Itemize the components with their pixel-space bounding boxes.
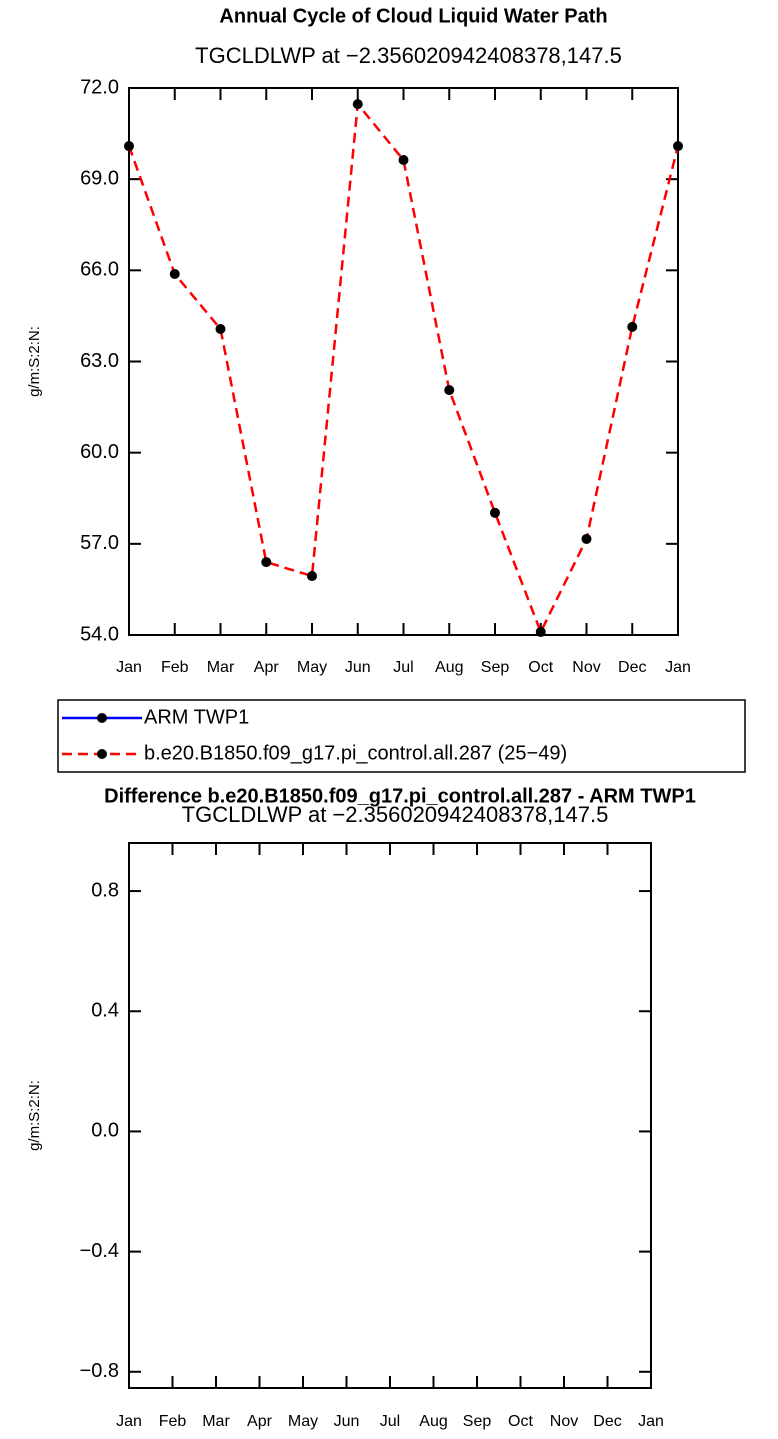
point-marker [352,99,363,110]
y-tick-label: −0.8 [80,1360,119,1382]
y-tick-label: 0.4 [91,1000,119,1022]
x-tick-label: Dec [618,659,646,676]
y-tick-label: 60.0 [80,441,119,463]
x-tick-label: Sep [481,659,510,676]
x-tick-label: Sep [463,1413,492,1430]
x-tick-label: Aug [435,659,463,676]
legend-marker [97,749,107,759]
x-tick-label: Oct [528,659,553,676]
y-tick-label: 66.0 [80,259,119,281]
chart-subtitle: TGCLDLWP at −2.356020942408378,147.5 [182,802,609,827]
x-tick-label: May [288,1413,318,1430]
chart-subtitle: TGCLDLWP at −2.356020942408378,147.5 [195,43,622,68]
y-tick-label: 54.0 [80,623,119,645]
x-tick-label: Jun [345,659,371,676]
x-tick-label: Nov [550,1413,578,1430]
point-marker [535,626,546,637]
x-tick-label: Mar [202,1413,230,1430]
x-tick-label: Nov [572,659,600,676]
y-tick-label: 57.0 [80,532,119,554]
x-tick-label: Oct [508,1413,533,1430]
chart-title: Difference b.e20.B1850.f09_g17.pi_contro… [104,785,696,807]
x-tick-label: Apr [247,1413,273,1430]
point-marker [581,533,592,544]
y-tick-label: 0.8 [91,879,119,901]
x-tick-label: Jul [380,1413,400,1430]
point-marker [261,557,272,568]
legend-label: b.e20.B1850.f09_g17.pi_control.all.287 (… [144,742,567,764]
legend-box [57,699,746,773]
legend-label: ARM TWP1 [144,706,249,728]
x-tick-label: Apr [254,659,280,676]
x-tick-label: Aug [419,1413,447,1430]
point-marker [215,323,226,334]
point-marker [444,385,455,396]
point-marker [490,507,500,518]
point-marker [627,321,638,332]
plot-frame [128,87,679,636]
x-tick-label: May [297,659,327,676]
x-tick-label: Jan [116,659,142,676]
x-tick-label: Jan [665,659,691,676]
point-marker [307,571,317,582]
y-tick-label: 69.0 [80,167,119,189]
x-tick-label: Feb [161,659,189,676]
x-tick-label: Feb [159,1413,187,1430]
y-tick-label: 72.0 [80,76,119,98]
y-axis-label: g/m:S:2:N: [26,1080,43,1151]
point-marker [124,141,134,152]
point-marker [398,155,409,166]
series-line [127,100,680,636]
x-tick-label: Jul [393,659,413,676]
chart-title: Annual Cycle of Cloud Liquid Water Path [219,5,607,27]
x-tick-label: Jan [116,1413,142,1430]
y-tick-label: 63.0 [80,350,119,372]
x-tick-label: Jun [334,1413,360,1430]
x-tick-label: Mar [207,659,235,676]
y-tick-label: −0.4 [80,1240,119,1262]
x-tick-label: Dec [593,1413,621,1430]
plot-frame [128,842,652,1389]
legend-marker [97,713,107,723]
point-marker [169,268,180,279]
y-tick-label: 0.0 [91,1120,119,1142]
x-tick-label: Jan [638,1413,664,1430]
point-marker [673,141,683,152]
y-axis-label: g/m:S:2:N: [26,326,43,397]
